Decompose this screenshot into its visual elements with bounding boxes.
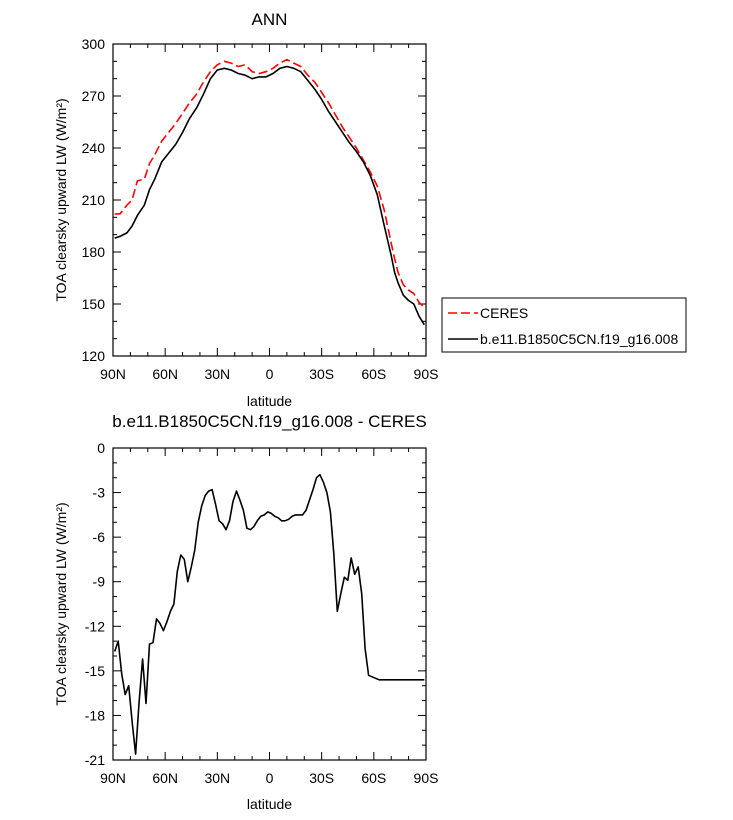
y-tick-label: -21 [85,752,105,768]
x-tick-label: 60N [152,770,178,786]
x-tick-label: 30N [204,770,230,786]
y-tick-label: 210 [82,192,106,208]
series-line-b-e11-b1850c5cn-f19-g16-008 [114,65,425,326]
x-tick-label: 0 [266,366,274,382]
x-tick-label: 90S [414,770,439,786]
chart-title: b.e11.B1850C5CN.f19_g16.008 - CERES [112,412,426,431]
x-axis-label: latitude [247,393,292,409]
legend: CERES b.e11.B1850C5CN.f19_g16.008 [441,297,687,353]
y-tick-label: 150 [82,296,106,312]
y-axis-label: TOA clearsky upward LW (W/m²) [53,98,69,301]
legend-label: b.e11.B1850C5CN.f19_g16.008 [480,331,678,347]
chart-title: ANN [252,10,288,29]
y-tick-label: -15 [85,663,105,679]
chart-top-panel: ANN 90N 60N 30N 0 30S 60S 90S 120 150 180 210 240 270… [53,10,438,409]
plot-frame [112,447,427,761]
y-tick-label: 300 [82,36,106,52]
x-tick-label: 30S [309,366,334,382]
x-axis-label: latitude [247,796,292,812]
x-tick-label: 0 [266,770,274,786]
x-tick-label: 60N [152,366,178,382]
y-tick-label: -6 [93,529,106,545]
y-tick-label: 270 [82,88,106,104]
x-tick-label: 90N [100,366,126,382]
y-tick-label: 0 [97,440,105,456]
x-tick-label: 30S [309,770,334,786]
legend-box [441,297,687,353]
y-tick-label: -12 [85,618,105,634]
x-tick-label: 60S [361,770,386,786]
y-tick-label: 120 [82,348,106,364]
x-tick-label: 90N [100,770,126,786]
y-axis-label: TOA clearsky upward LW (W/m²) [53,502,69,705]
series-line-ceres [114,58,425,309]
y-tick-label: 240 [82,140,106,156]
x-tick-label: 60S [361,366,386,382]
legend-label: CERES [480,305,528,321]
y-tick-label: -18 [85,707,105,723]
y-tick-label: 180 [82,244,106,260]
y-tick-label: -3 [93,485,106,501]
chart-bottom-panel: b.e11.B1850C5CN.f19_g16.008 - CERES 90N 60… [53,412,438,812]
x-tick-label: 90S [414,366,439,382]
x-tick-label: 30N [204,366,230,382]
y-tick-label: -9 [93,574,106,590]
series-line-difference [113,473,425,755]
